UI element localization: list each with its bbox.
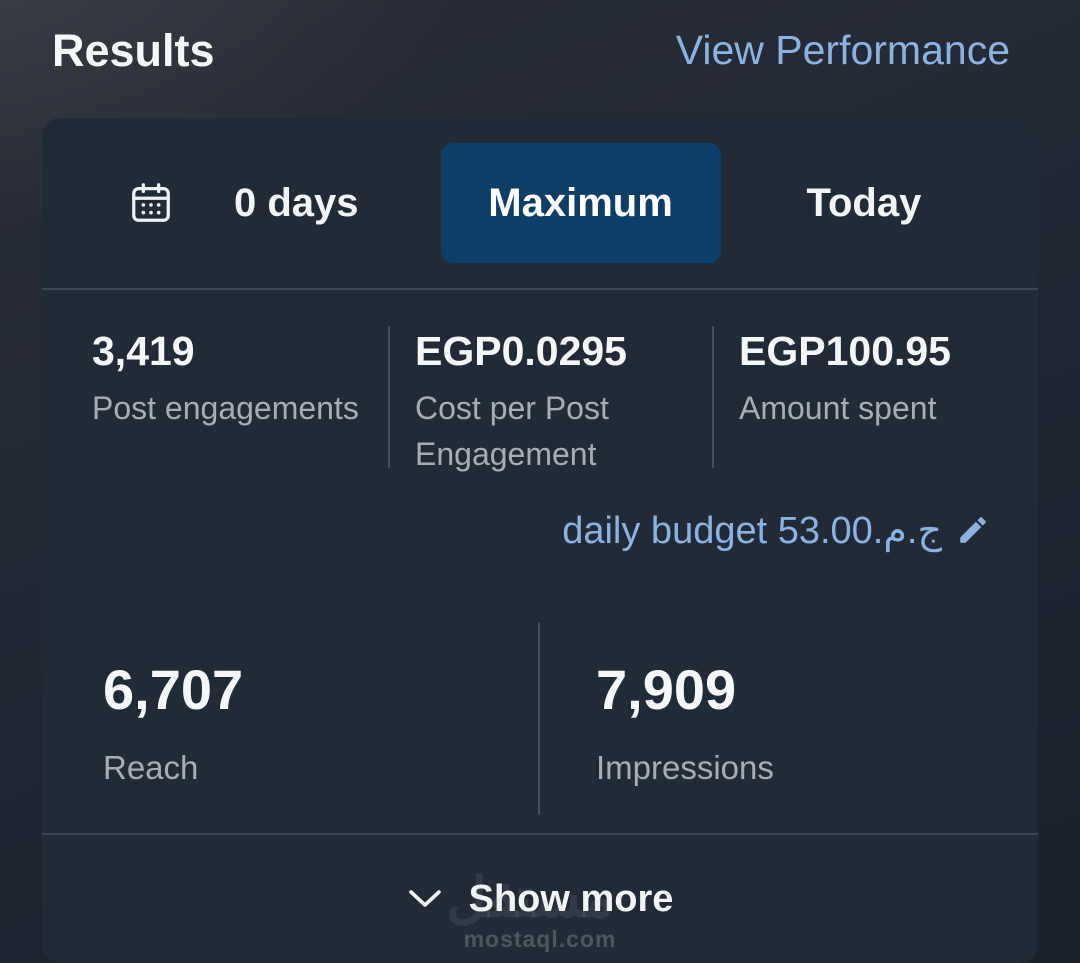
date-range-button[interactable]: 0 days <box>128 180 359 226</box>
vertical-divider <box>538 623 540 816</box>
vertical-divider <box>712 326 714 468</box>
header: Results View Performance <box>0 0 1080 78</box>
divider-bottom <box>42 833 1038 836</box>
edit-budget-pencil-icon[interactable] <box>956 513 990 547</box>
page-title: Results <box>52 25 215 76</box>
daily-budget-text: daily budget 53.00.ج.م <box>562 509 942 552</box>
stat-value: EGP0.0295 <box>415 328 627 374</box>
watermark-text: mostaql.com <box>463 926 617 952</box>
calendar-icon <box>128 180 174 226</box>
stat-post-engagements: 3,419 Post engagements <box>42 326 388 477</box>
stat-label: Cost per Post Engagement <box>415 390 609 472</box>
filter-row: 0 days Maximum Today <box>42 118 1038 288</box>
stats-row-primary: 3,419 Post engagements EGP0.0295 Cost pe… <box>42 326 1038 477</box>
days-count-label: 0 days <box>234 180 359 225</box>
vertical-divider <box>388 326 390 468</box>
stats-row-secondary: 6,707 Reach 7,909 Impressions <box>42 623 1038 816</box>
show-more-label: Show more <box>468 877 674 920</box>
stat-amount-spent: EGP100.95 Amount spent <box>714 326 1038 477</box>
stat-value: 7,909 <box>596 658 737 722</box>
today-button[interactable]: Today <box>806 180 922 225</box>
stat-label: Reach <box>103 748 199 786</box>
results-card: 0 days Maximum Today 3,419 Post engageme… <box>42 118 1038 963</box>
divider-top <box>42 288 1038 290</box>
stat-value: 6,707 <box>103 658 244 722</box>
stat-impressions: 7,909 Impressions <box>540 623 1038 815</box>
stat-label: Post engagements <box>92 390 359 427</box>
chevron-down-icon <box>407 888 443 910</box>
view-performance-link[interactable]: View Performance <box>675 27 1010 73</box>
stat-label: Amount spent <box>739 390 937 427</box>
stat-cost-per-engagement: EGP0.0295 Cost per Post Engagement <box>390 326 712 477</box>
stat-value: 3,419 <box>92 328 195 374</box>
stat-reach: 6,707 Reach <box>42 623 538 815</box>
budget-mode-maximum-button[interactable]: Maximum <box>440 143 721 263</box>
daily-budget-row: daily budget 53.00.ج.م <box>42 507 1038 553</box>
stat-label: Impressions <box>596 748 774 786</box>
stat-value: EGP100.95 <box>739 328 951 374</box>
